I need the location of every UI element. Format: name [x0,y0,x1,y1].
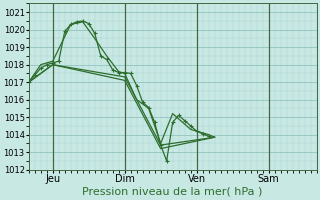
X-axis label: Pression niveau de la mer( hPa ): Pression niveau de la mer( hPa ) [83,187,263,197]
